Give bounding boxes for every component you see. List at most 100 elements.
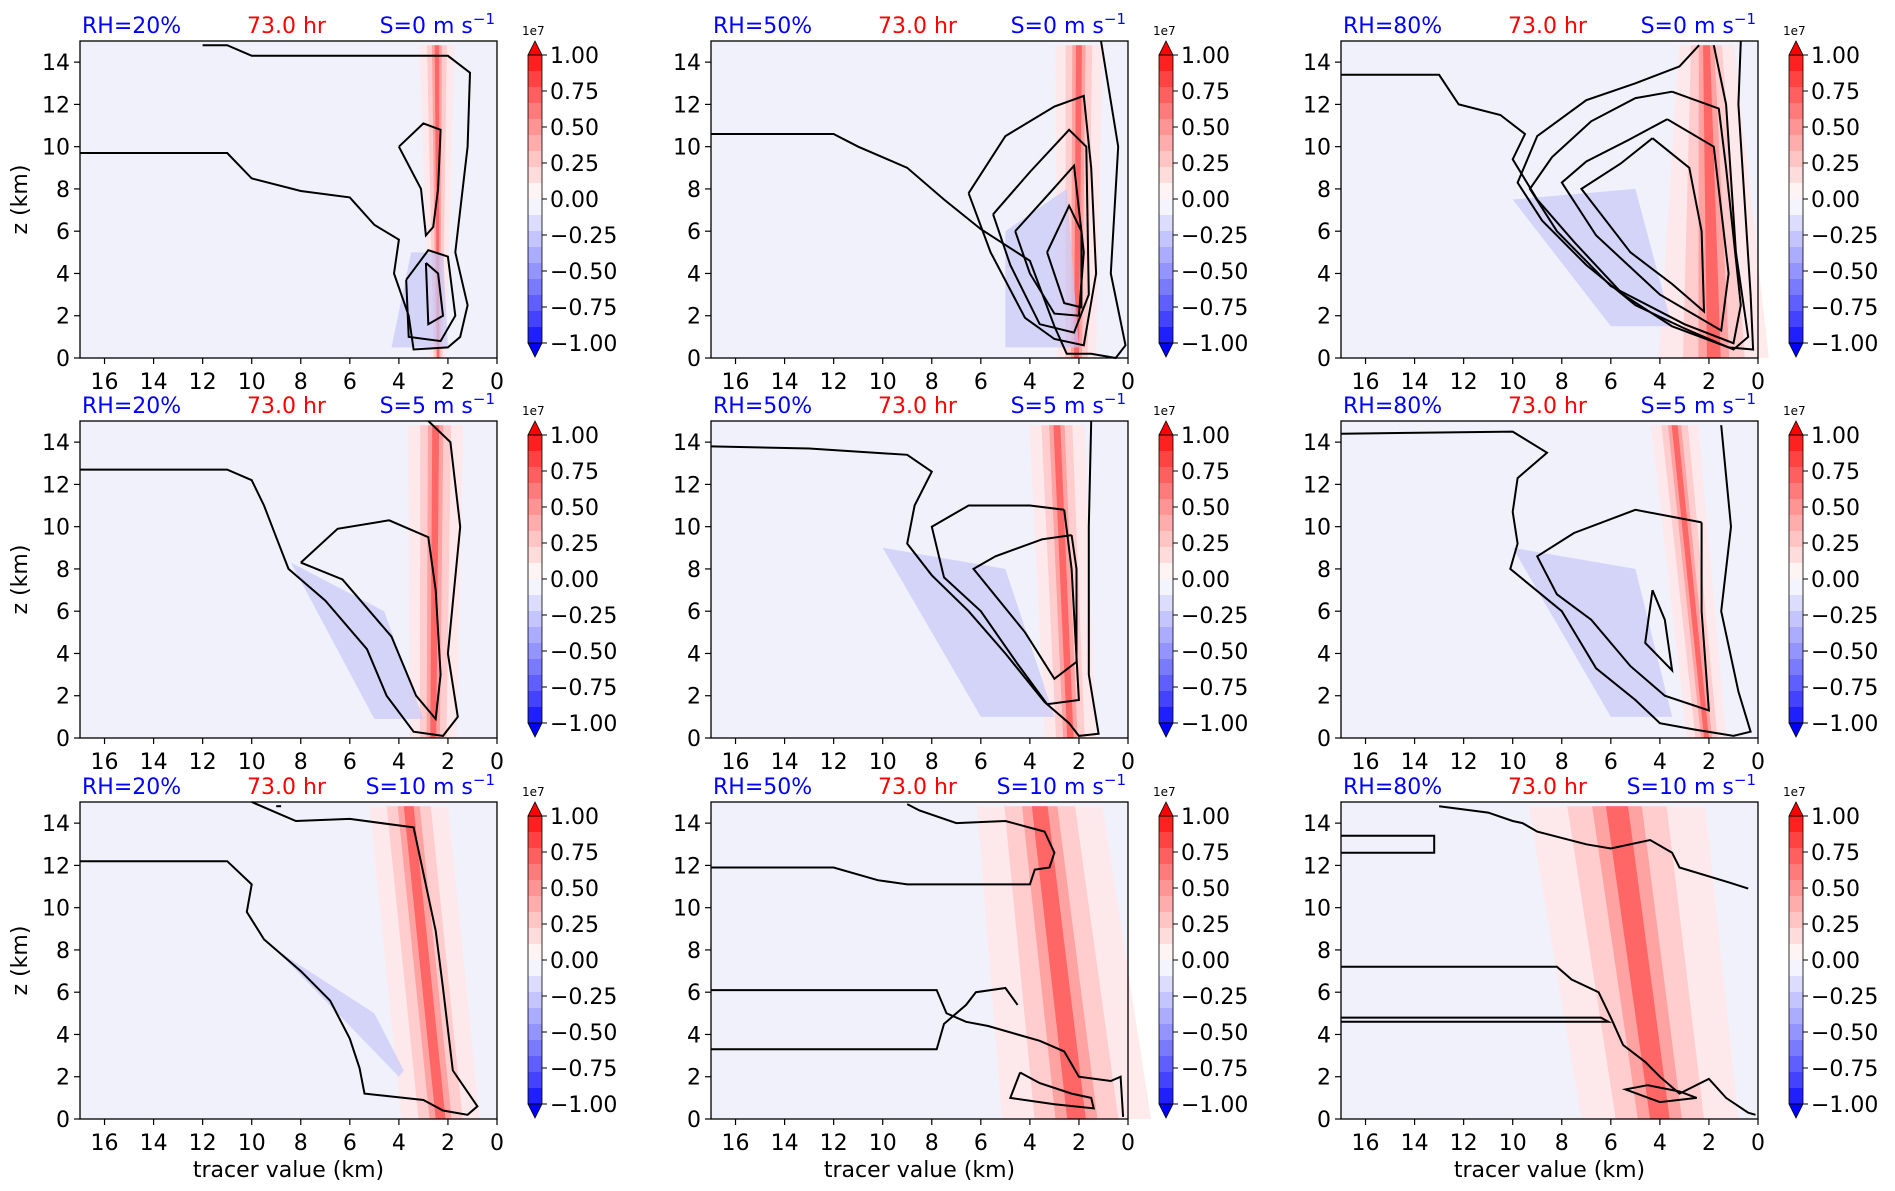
negative-shading (1005, 188, 1079, 348)
x-tick-label: 16 (91, 1131, 119, 1156)
x-tick-label: 2 (1072, 750, 1086, 775)
x-tick-label: 6 (343, 370, 357, 395)
colorbar-tick-label: 0.25 (550, 913, 599, 938)
colorbar-segment (1159, 864, 1173, 881)
colorbar-segment (1789, 707, 1803, 724)
colorbar-segment (1159, 1072, 1173, 1089)
x-tick-label: 0 (490, 370, 504, 395)
colorbar-tick-label: −0.25 (550, 985, 617, 1010)
shear-label: S=10 m s−1 (1627, 771, 1756, 800)
colorbar-max-arrow (1788, 420, 1804, 436)
y-tick-label: 0 (687, 1108, 701, 1133)
x-tick-label: 12 (1450, 370, 1478, 395)
y-tick-label: 14 (42, 51, 70, 76)
negative-shading (391, 252, 448, 348)
colorbar-segment (528, 499, 542, 516)
rh-label: RH=80% (1343, 775, 1442, 800)
contour-line (1535, 508, 1711, 712)
x-tick-label: 6 (974, 1131, 988, 1156)
x-tick-label: 2 (1702, 370, 1716, 395)
y-tick-label: 8 (687, 558, 701, 583)
colorbar-segment (1789, 928, 1803, 945)
colorbar-min-arrow (527, 1103, 543, 1119)
y-tick-label: 2 (687, 685, 701, 710)
colorbar-tick-label: 0.75 (1181, 80, 1230, 105)
y-tick-label: 4 (687, 1023, 701, 1048)
y-tick-label: 14 (673, 431, 701, 456)
colorbar-segment (1159, 1024, 1173, 1041)
colorbar-tick-label: −0.75 (1181, 676, 1248, 701)
axes-frame (710, 420, 1129, 739)
contour-line (710, 420, 1100, 737)
shear-label: S=0 m s−1 (380, 10, 495, 39)
x-tick-label: 4 (1653, 370, 1667, 395)
contour-line (80, 44, 472, 351)
chart-panel: 16 14 12 10 8 6 4 2 0 0 2 4 6 8 10 12 14 RH=20% 73.0 hr S=1… (8, 771, 617, 1183)
colorbar-tick-label: −0.25 (550, 604, 617, 629)
colorbar-segment (1789, 816, 1803, 833)
colorbar-segment (1159, 183, 1173, 200)
y-tick-label: 0 (687, 347, 701, 372)
x-tick-label: 12 (189, 750, 217, 775)
colorbar-segment (1159, 247, 1173, 264)
time-label: 73.0 hr (878, 394, 958, 419)
colorbar-segment (1159, 311, 1173, 328)
y-tick-label: 4 (1317, 262, 1331, 287)
colorbar-segment (1789, 467, 1803, 484)
shear-label: S=5 m s−1 (1641, 390, 1756, 419)
x-tick-label: 4 (1653, 750, 1667, 775)
x-axis-label: tracer value (km) (824, 1158, 1015, 1183)
colorbar-tick-label: 0.00 (1811, 568, 1860, 593)
colorbar-segment (528, 627, 542, 644)
y-tick-label: 2 (687, 1066, 701, 1091)
x-tick-label: 16 (722, 370, 750, 395)
colorbar-tick-label: 0.00 (1811, 188, 1860, 213)
y-tick-label: 14 (673, 812, 701, 837)
y-tick-label: 12 (1303, 854, 1331, 879)
colorbar-segment (528, 563, 542, 580)
colorbar-tick-label: 1.00 (1181, 44, 1230, 69)
x-tick-label: 8 (1555, 750, 1569, 775)
colorbar-segment (1159, 848, 1173, 865)
colorbar-max-arrow (1788, 801, 1804, 817)
colorbar-segment (1789, 55, 1803, 72)
colorbar-segment (1159, 547, 1173, 564)
colorbar-segment (1789, 515, 1803, 532)
y-tick-label: 14 (1303, 431, 1331, 456)
colorbar-segment (1159, 295, 1173, 312)
x-tick-label: 8 (294, 750, 308, 775)
colorbar-tick-label: 1.00 (550, 805, 599, 830)
x-tick-label: 14 (1401, 370, 1429, 395)
colorbar-segment (528, 103, 542, 120)
axes-frame (1340, 40, 1759, 359)
colorbar-segment (528, 1088, 542, 1105)
colorbar-segment (1159, 531, 1173, 548)
colorbar-multiplier: 1e7 (522, 24, 545, 38)
x-tick-label: 2 (1702, 1131, 1716, 1156)
x-tick-label: 10 (1499, 750, 1527, 775)
rh-label: RH=50% (713, 775, 812, 800)
y-tick-label: 6 (687, 981, 701, 1006)
colorbar-segment (528, 515, 542, 532)
y-tick-label: 12 (42, 854, 70, 879)
x-axis-label: tracer value (km) (1454, 1158, 1645, 1183)
x-tick-label: 14 (140, 1131, 168, 1156)
colorbar-tick-label: 0.75 (550, 460, 599, 485)
x-tick-label: 10 (1499, 370, 1527, 395)
colorbar-segment (1789, 976, 1803, 993)
colorbar-segment (528, 675, 542, 692)
colorbar-segment (1789, 691, 1803, 708)
x-tick-label: 16 (91, 370, 119, 395)
colorbar: 1.00 0.75 0.50 0.25 0.00 −0.25 −0.50 −0.75 −1.00… (1783, 785, 1878, 1119)
colorbar-segment (1159, 151, 1173, 168)
colorbar-tick-label: 0.75 (1811, 80, 1860, 105)
contour-line (1341, 40, 1755, 351)
colorbar-tick-label: 0.50 (1811, 116, 1860, 141)
colorbar-segment (1159, 1040, 1173, 1057)
x-tick-label: 16 (722, 1131, 750, 1156)
colorbar-tick-label: −1.00 (1181, 1093, 1248, 1118)
rh-label: RH=20% (82, 394, 181, 419)
colorbar: 1.00 0.75 0.50 0.25 0.00 −0.25 −0.50 −0.75 −1.00… (1153, 785, 1248, 1119)
colorbar-segment (1789, 103, 1803, 120)
